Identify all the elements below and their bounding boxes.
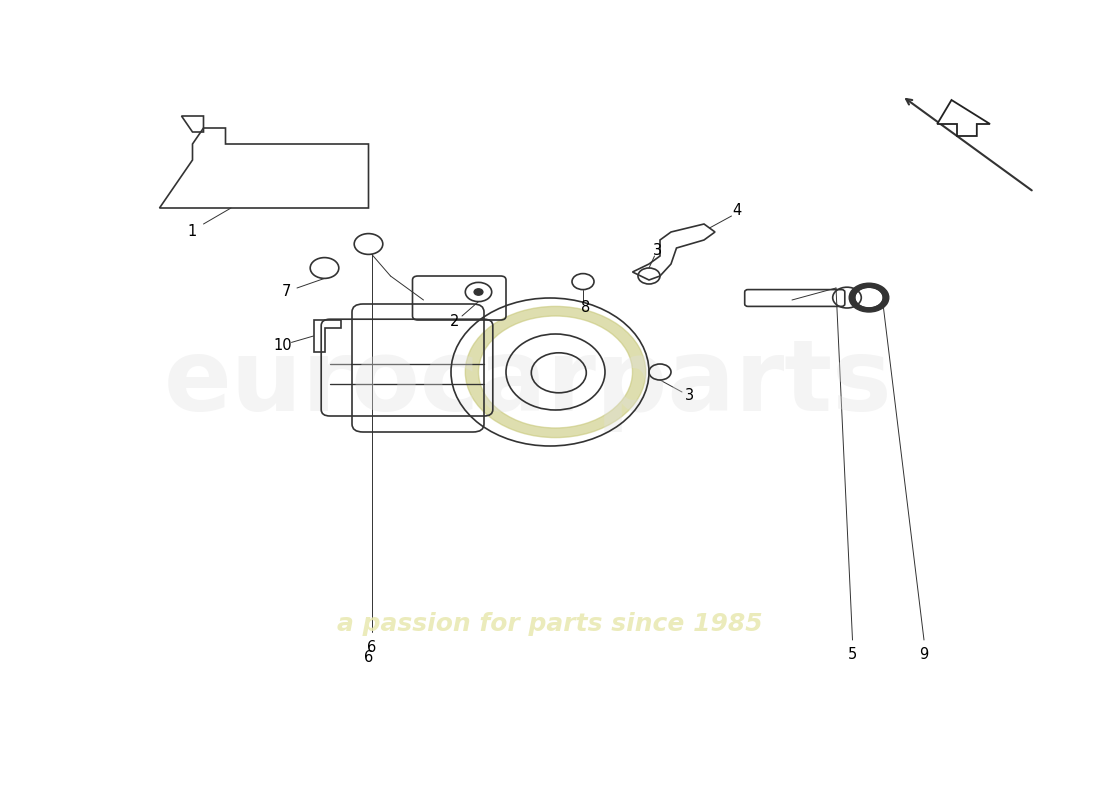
Text: 6: 6 <box>364 650 373 665</box>
Text: 2: 2 <box>450 314 459 329</box>
Polygon shape <box>937 100 990 136</box>
Circle shape <box>474 289 483 295</box>
Text: 9: 9 <box>920 647 928 662</box>
Text: a passion for parts since 1985: a passion for parts since 1985 <box>338 612 762 636</box>
Text: 4: 4 <box>733 203 741 218</box>
Text: 6: 6 <box>367 641 376 655</box>
Text: 3: 3 <box>653 243 662 258</box>
Text: 10: 10 <box>274 338 292 353</box>
Text: 7: 7 <box>282 285 290 299</box>
Text: 1: 1 <box>188 225 197 239</box>
Text: 5: 5 <box>848 647 857 662</box>
Text: 3: 3 <box>685 389 694 403</box>
Text: eurocarparts: eurocarparts <box>164 335 892 433</box>
Text: 8: 8 <box>581 301 590 315</box>
